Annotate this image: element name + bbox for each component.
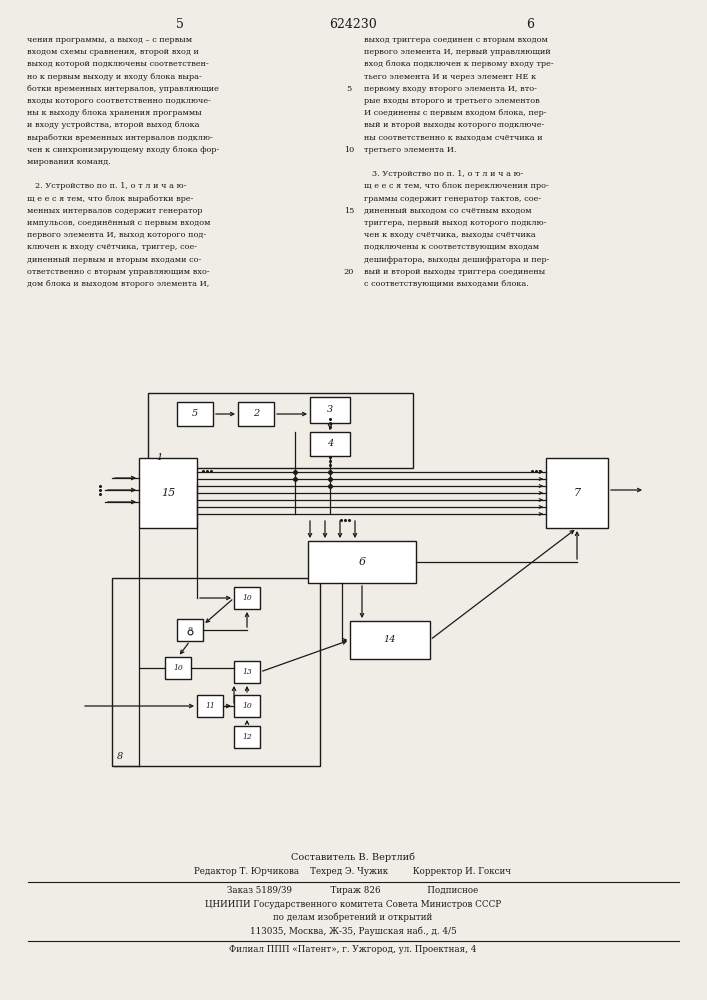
Text: вый и второй выходы триггера соединены: вый и второй выходы триггера соединены: [364, 268, 545, 276]
Bar: [234, 587, 260, 609]
Text: первому входу второго элемента И, вто-: первому входу второго элемента И, вто-: [364, 85, 537, 93]
Text: 14: 14: [384, 636, 396, 645]
Text: Редактор Т. Юрчикова    Техред Э. Чужик         Корректор И. Гоксич: Редактор Т. Юрчикова Техред Э. Чужик Кор…: [194, 867, 511, 876]
Bar: [310, 397, 350, 423]
Bar: [112, 578, 320, 766]
Text: с соответствующими выходами блока.: с соответствующими выходами блока.: [364, 280, 529, 288]
Text: первого элемента И, выход которого под-: первого элемента И, выход которого под-: [27, 231, 206, 239]
Text: 2: 2: [253, 410, 259, 418]
Text: менных интервалов содержит генератор: менных интервалов содержит генератор: [27, 207, 202, 215]
Text: 5: 5: [176, 18, 184, 31]
Text: 11: 11: [205, 702, 215, 710]
Text: вход блока подключен к первому входу тре-: вход блока подключен к первому входу тре…: [364, 60, 554, 68]
Text: 3. Устройство по п. 1, о т л и ч а ю-: 3. Устройство по п. 1, о т л и ч а ю-: [364, 170, 523, 178]
Text: чения программы, а выход – с первым: чения программы, а выход – с первым: [27, 36, 192, 44]
Text: граммы содержит генератор тактов, сое-: граммы содержит генератор тактов, сое-: [364, 195, 541, 203]
Bar: [139, 458, 197, 528]
Text: Составитель В. Вертлиб: Составитель В. Вертлиб: [291, 852, 415, 861]
Bar: [234, 695, 260, 717]
Text: 1: 1: [156, 453, 162, 462]
Text: ны к выходу блока хранения программы: ны к выходу блока хранения программы: [27, 109, 201, 117]
Bar: [177, 402, 213, 426]
Bar: [197, 695, 223, 717]
Text: щ е е с я тем, что блок выработки вре-: щ е е с я тем, что блок выработки вре-: [27, 195, 194, 203]
Text: 9: 9: [187, 626, 192, 634]
Bar: [148, 393, 413, 468]
Text: 20: 20: [344, 268, 354, 276]
Text: 10: 10: [173, 664, 183, 672]
Text: но к первым выходу и входу блока выра-: но к первым выходу и входу блока выра-: [27, 73, 201, 81]
Text: 12: 12: [242, 733, 252, 741]
Text: диненный выходом со счётным входом: диненный выходом со счётным входом: [364, 207, 532, 215]
Text: 10: 10: [242, 594, 252, 602]
Text: 8: 8: [117, 752, 123, 761]
Text: выход которой подключены соответствен-: выход которой подключены соответствен-: [27, 60, 209, 68]
Text: первого элемента И, первый управляющий: первого элемента И, первый управляющий: [364, 48, 551, 56]
Text: ботки временных интервалов, управляющие: ботки временных интервалов, управляющие: [27, 85, 219, 93]
Text: 15: 15: [344, 207, 354, 215]
Bar: [177, 619, 203, 641]
Text: ответственно с вторым управляющим вхо-: ответственно с вторым управляющим вхо-: [27, 268, 209, 276]
Text: рые входы второго и третьего элементов: рые входы второго и третьего элементов: [364, 97, 539, 105]
Text: выход триггера соединен с вторым входом: выход триггера соединен с вторым входом: [364, 36, 548, 44]
Text: 7: 7: [573, 488, 580, 498]
Text: мирования команд.: мирования команд.: [27, 158, 111, 166]
Text: Филиал ППП «Патент», г. Ужгород, ул. Проектная, 4: Филиал ППП «Патент», г. Ужгород, ул. Про…: [229, 945, 477, 954]
Text: тьего элемента И и через элемент НЕ к: тьего элемента И и через элемент НЕ к: [364, 73, 536, 81]
Text: 3: 3: [327, 406, 333, 414]
Text: ны соответственно к выходам счётчика и: ны соответственно к выходам счётчика и: [364, 134, 543, 142]
Text: диненный первым и вторым входами со-: диненный первым и вторым входами со-: [27, 256, 201, 264]
Text: 13: 13: [242, 668, 252, 676]
Bar: [234, 726, 260, 748]
Text: дом блока и выходом второго элемента И,: дом блока и выходом второго элемента И,: [27, 280, 209, 288]
Text: 10: 10: [242, 702, 252, 710]
Bar: [238, 402, 274, 426]
Text: 6: 6: [526, 18, 534, 31]
Text: 624230: 624230: [329, 18, 377, 31]
Bar: [310, 432, 350, 456]
Text: 6: 6: [358, 557, 366, 567]
Text: ключен к входу счётчика, триггер, сое-: ключен к входу счётчика, триггер, сое-: [27, 243, 197, 251]
Text: 5: 5: [192, 410, 198, 418]
Text: Заказ 5189/39              Тираж 826                 Подписное: Заказ 5189/39 Тираж 826 Подписное: [228, 886, 479, 895]
Text: 113035, Москва, Ж-35, Раушская наб., д. 4/5: 113035, Москва, Ж-35, Раушская наб., д. …: [250, 926, 456, 936]
Text: триггера, первый выход которого подклю-: триггера, первый выход которого подклю-: [364, 219, 547, 227]
Text: входом схемы сравнения, второй вход и: входом схемы сравнения, второй вход и: [27, 48, 199, 56]
Text: 5: 5: [346, 85, 351, 93]
Text: чен к синхронизирующему входу блока фор-: чен к синхронизирующему входу блока фор-: [27, 146, 219, 154]
Text: по делам изобретений и открытий: по делам изобретений и открытий: [274, 913, 433, 922]
Text: 10: 10: [344, 146, 354, 154]
Text: 15: 15: [161, 488, 175, 498]
Text: подключены к соответствующим входам: подключены к соответствующим входам: [364, 243, 539, 251]
Text: И соединены с первым входом блока, пер-: И соединены с первым входом блока, пер-: [364, 109, 547, 117]
Bar: [234, 661, 260, 683]
Bar: [165, 657, 191, 679]
Text: 4: 4: [327, 440, 333, 448]
Bar: [546, 458, 608, 528]
Text: дешифратора, выходы дешифратора и пер-: дешифратора, выходы дешифратора и пер-: [364, 256, 549, 264]
Text: входы которого соответственно подключе-: входы которого соответственно подключе-: [27, 97, 211, 105]
Text: щ е е с я тем, что блок переключения про-: щ е е с я тем, что блок переключения про…: [364, 182, 549, 190]
Text: вый и второй выходы которого подключе-: вый и второй выходы которого подключе-: [364, 121, 544, 129]
Text: чен к входу счётчика, выходы счётчика: чен к входу счётчика, выходы счётчика: [364, 231, 536, 239]
Text: выработки временных интервалов подклю-: выработки временных интервалов подклю-: [27, 134, 213, 142]
Text: третьего элемента И.: третьего элемента И.: [364, 146, 457, 154]
Text: 2. Устройство по п. 1, о т л и ч а ю-: 2. Устройство по п. 1, о т л и ч а ю-: [27, 182, 187, 190]
Bar: [308, 541, 416, 583]
Text: и входу устройства, второй выход блока: и входу устройства, второй выход блока: [27, 121, 199, 129]
Text: импульсов, соединённый с первым входом: импульсов, соединённый с первым входом: [27, 219, 211, 227]
Text: ЦНИИПИ Государственного комитета Совета Министров СССР: ЦНИИПИ Государственного комитета Совета …: [205, 900, 501, 909]
Bar: [350, 621, 430, 659]
